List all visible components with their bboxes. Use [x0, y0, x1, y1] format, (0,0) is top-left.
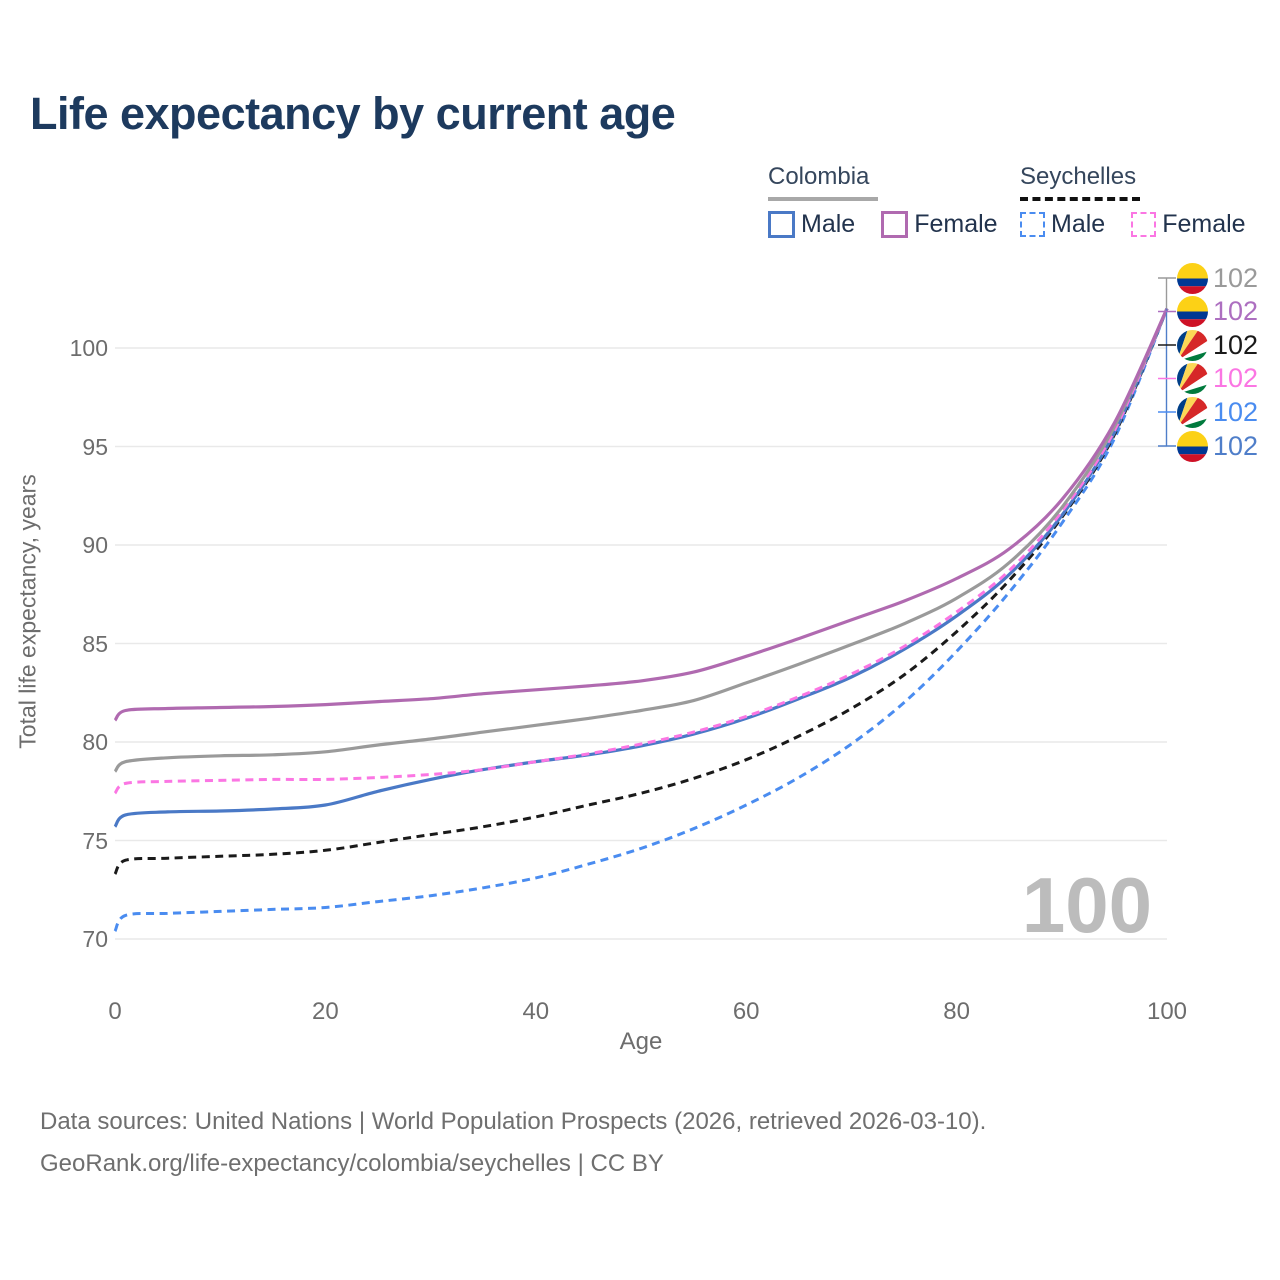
x-tick-label: 80	[943, 998, 970, 1025]
y-tick-label: 100	[69, 335, 108, 361]
legend-item-label: Female	[1162, 210, 1246, 238]
legend-item-label: Female	[914, 210, 998, 238]
page-title: Life expectancy by current age	[30, 88, 676, 139]
end-label-row: 102	[1177, 430, 1259, 462]
end-label-row: 102	[1177, 262, 1259, 294]
end-label-row: 102	[1177, 363, 1258, 394]
y-tick-label: 75	[82, 827, 108, 854]
end-value: 102	[1213, 296, 1259, 326]
x-tick-label: 40	[522, 998, 550, 1025]
legend-item-colombia-female[interactable]: Female	[881, 210, 998, 239]
seychelles-male-swatch-icon	[1020, 212, 1045, 237]
legend-item-seychelles-male[interactable]: Male	[1020, 210, 1105, 239]
legend-items-seychelles: Male Female	[1020, 210, 1272, 239]
series-line-colombia-female[interactable]	[113, 307, 1169, 722]
y-tick-label: 95	[82, 433, 108, 460]
legend-heading-colombia: Colombia	[768, 163, 870, 190]
x-tick-label: 0	[108, 998, 122, 1025]
series-line-seychelles-both[interactable]	[113, 308, 1169, 875]
y-axis-title: Total life expectancy, years	[14, 474, 41, 749]
y-tick-label: 70	[82, 926, 108, 952]
seychelles-flag-icon	[1177, 396, 1208, 428]
legend-underline-colombia-solid	[768, 197, 878, 201]
legend-item-label: Male	[1051, 210, 1106, 238]
end-value: 102	[1213, 329, 1259, 360]
colombia-flag-icon	[1177, 430, 1208, 462]
series-line-colombia-both[interactable]	[113, 307, 1169, 773]
series-line-seychelles-male[interactable]	[113, 308, 1169, 932]
end-label-row: 102	[1177, 329, 1259, 361]
legend-group-colombia: Colombia Male Female	[768, 163, 1024, 239]
x-tick-label: 60	[732, 998, 760, 1025]
seychelles-flag-icon	[1177, 363, 1208, 394]
colombia-female-swatch-icon	[881, 211, 909, 238]
end-value: 102	[1213, 363, 1259, 393]
current-age-watermark: 100	[1021, 861, 1152, 949]
footer-url: GeoRank.org/life-expectancy/colombia/sey…	[40, 1150, 664, 1177]
footer-data-sources: Data sources: United Nations | World Pop…	[40, 1108, 987, 1135]
colombia-flag-icon	[1177, 296, 1208, 327]
colombia-flag-icon	[1177, 262, 1208, 294]
legend-items-colombia: Male Female	[768, 210, 1024, 239]
x-axis-title: Age	[619, 1028, 663, 1055]
y-tick-label: 80	[82, 729, 108, 755]
end-value: 102	[1213, 396, 1259, 427]
end-value: 102	[1213, 430, 1259, 461]
legend-heading-seychelles: Seychelles	[1020, 163, 1137, 190]
y-tick-label: 85	[82, 630, 108, 657]
x-tick-label: 100	[1146, 998, 1188, 1025]
legend-item-label: Male	[801, 210, 856, 238]
seychelles-female-swatch-icon	[1131, 212, 1157, 237]
x-tick-label: 20	[312, 998, 339, 1025]
legend-item-colombia-male[interactable]: Male	[768, 210, 855, 239]
end-label-row: 102	[1177, 296, 1258, 327]
legend-underline-seychelles-dashed	[1020, 197, 1140, 201]
series-line-seychelles-female[interactable]	[113, 308, 1169, 795]
legend-group-seychelles: Seychelles Male Female	[1020, 163, 1272, 239]
seychelles-flag-icon	[1177, 329, 1208, 361]
y-tick-label: 90	[82, 532, 108, 558]
colombia-male-swatch-icon	[768, 211, 795, 238]
end-value: 102	[1213, 262, 1259, 293]
legend-item-seychelles-female[interactable]: Female	[1131, 210, 1246, 239]
series-line-colombia-male[interactable]	[113, 307, 1169, 828]
end-label-row: 102	[1177, 396, 1259, 428]
